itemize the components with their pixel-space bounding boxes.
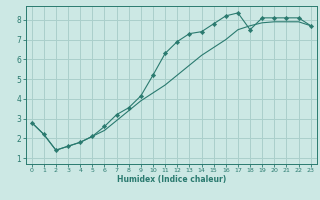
X-axis label: Humidex (Indice chaleur): Humidex (Indice chaleur) (116, 175, 226, 184)
